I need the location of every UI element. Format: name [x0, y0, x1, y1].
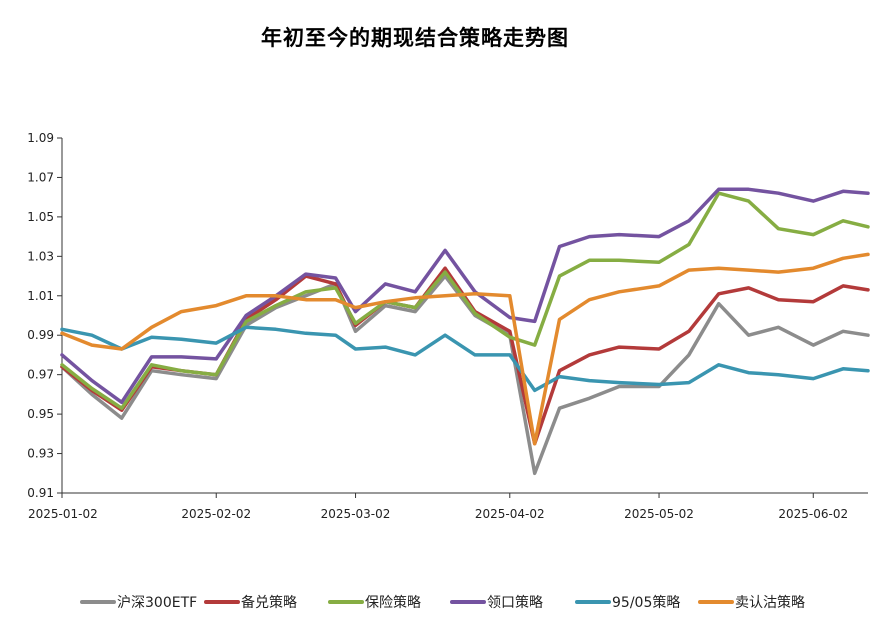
- series-line-5: [60, 252, 870, 446]
- y-tick-label: 1.09: [27, 131, 54, 145]
- legend-label: 保险策略: [365, 594, 421, 611]
- legend-item-3: 领口策略: [450, 594, 543, 611]
- legend-item-1: 备兑策略: [204, 594, 297, 611]
- series-line-2: [60, 191, 870, 410]
- legend-item-5: 卖认沽策略: [698, 594, 805, 611]
- y-tick-label: 1.03: [27, 249, 54, 263]
- chart-title: 年初至今的期现结合策略走势图: [261, 26, 569, 50]
- x-tick-label: 2025-03-02: [321, 507, 391, 521]
- y-tick-label: 1.01: [27, 289, 54, 303]
- legend-label: 沪深300ETF: [117, 595, 197, 611]
- x-tick-label: 2025-04-02: [475, 507, 545, 521]
- series-line-4: [60, 325, 870, 393]
- legend-item-4: 95/05策略: [575, 594, 680, 611]
- x-tick-label: 2025-01-02: [28, 507, 98, 521]
- legend-item-2: 保险策略: [328, 594, 421, 611]
- x-tick-label: 2025-02-02: [181, 507, 251, 521]
- series-line-3: [60, 187, 870, 405]
- y-tick-label: 0.93: [27, 447, 54, 461]
- legend-item-0: 沪深300ETF: [80, 595, 197, 611]
- y-tick-label: 0.99: [27, 328, 54, 342]
- y-tick-label: 0.91: [27, 486, 54, 500]
- y-tick-label: 0.95: [27, 407, 54, 421]
- axes: [61, 138, 868, 494]
- y-axis-ticks: 0.91 0.93 0.95 0.97 0.99 1.01 1.03 1.05 1.07 1.09: [27, 131, 62, 500]
- legend-label: 备兑策略: [241, 594, 297, 611]
- x-axis-ticks: 2025-01-02 2025-02-02 2025-03-02 2025-04-02…: [28, 493, 848, 521]
- series-lines: [60, 187, 870, 476]
- legend: 沪深300ETF 备兑策略 保险策略 领口策略 95/05策略 卖认沽策略: [80, 594, 805, 611]
- y-tick-label: 0.97: [27, 368, 54, 382]
- y-tick-label: 1.07: [27, 170, 54, 184]
- legend-label: 领口策略: [487, 594, 543, 611]
- legend-label: 卖认沽策略: [735, 594, 805, 611]
- x-tick-label: 2025-05-02: [624, 507, 694, 521]
- y-tick-label: 1.05: [27, 210, 54, 224]
- legend-label: 95/05策略: [612, 594, 680, 611]
- series-line-0: [60, 274, 870, 476]
- x-tick-label: 2025-06-02: [778, 507, 848, 521]
